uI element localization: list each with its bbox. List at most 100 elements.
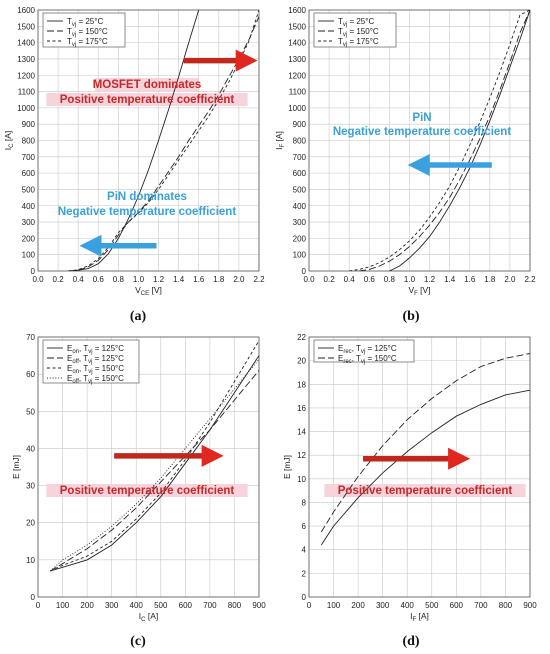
annotation-text: Negative temperature coefficient [333,126,511,138]
series-group [320,353,530,546]
x-axis-label: VCE [V] [135,285,162,297]
x-tick-label: 100 [56,601,70,610]
y-tick-label: 60 [26,370,35,379]
legend-box [42,12,126,48]
y-tick-label: 600 [22,169,36,178]
x-tick-label: 900 [252,601,266,610]
x-tick-label: 0.8 [113,275,125,284]
y-tick-label: 1200 [17,71,35,80]
y-tick-label: 200 [293,234,307,243]
annotation-text: Positive temperature coefficient [338,485,513,497]
y-tick-label: 10 [26,556,35,565]
x-tick-label: 0.4 [73,275,85,284]
legend-box [313,339,415,363]
y-tick-label: 1100 [18,88,36,97]
y-tick-label: 1300 [288,55,306,64]
x-tick-label: 2.0 [504,275,516,284]
y-tick-label: 20 [26,519,35,528]
y-tick-label: 6 [302,522,307,531]
y-tick-label: 30 [26,482,35,491]
plot-frame [37,336,260,598]
y-tick-label: 1100 [289,88,307,97]
x-tick-label: 400 [401,601,415,610]
legend-entry: Eon, Tvj = 125°C [67,344,124,355]
x-tick-label: 0.0 [303,275,315,284]
x-tick-label: 1.8 [213,275,225,284]
y-tick-label: 500 [22,185,36,194]
annotation-text: MOSFET dominates [93,79,202,91]
x-tick-label: 200 [351,601,365,610]
y-tick-label: 200 [22,234,36,243]
y-tick-label: 22 [297,333,306,342]
legend-entry: Erec, Tvj = 125°C [338,344,397,355]
y-tick-label: 600 [293,169,307,178]
x-tick-label: 700 [203,601,217,610]
plot-frame [37,9,260,272]
series-group [68,10,259,271]
series-line-1 [389,10,530,271]
series-line-2 [68,16,259,271]
legend-entry: Erec, Tvj = 150°C [338,354,397,365]
legend-entry: Tvj = 25°C [338,17,374,28]
x-tick-label: 1.4 [173,275,185,284]
series-line-2 [359,10,530,271]
x-tick-label: 0 [307,601,312,610]
y-tick-label: 1500 [17,22,35,31]
y-tick-label: 900 [293,120,307,129]
x-tick-label: 2.2 [253,275,265,284]
y-tick-label: 900 [22,120,36,129]
y-tick-label: 800 [22,137,36,146]
x-axis-label: IC [A] [139,611,158,623]
x-tick-label: 0.4 [344,275,356,284]
y-tick-label: 1300 [17,55,35,64]
y-axis-label: E [mJ] [282,455,292,479]
x-tick-label: 0.8 [384,275,396,284]
annotation-highlight [95,78,199,91]
y-tick-label: 0 [31,593,36,602]
grid [37,9,260,272]
y-tick-label: 0 [302,593,307,602]
y-tick-label: 400 [22,202,36,211]
y-tick-label: 2 [302,569,307,578]
y-tick-label: 1000 [288,104,306,113]
y-tick-label: 16 [297,404,306,413]
panel-label: (c) [130,634,146,649]
legend-entry: Tvj = 25°C [67,17,103,28]
x-tick-label: 1.8 [484,275,496,284]
y-tick-label: 1600 [17,6,35,15]
x-tick-label: 500 [154,601,168,610]
chart-panel-c: 0 100 200 300 400 500 600 700 800 900 0 10 20 30 40 50 6… [11,333,266,649]
y-tick-label: 20 [297,357,306,366]
x-tick-label: 100 [327,601,341,610]
x-tick-label: 200 [80,601,94,610]
plot-frame [308,336,531,598]
legend-entry: Tvj = 150°C [338,27,379,38]
y-tick-label: 0 [31,267,36,276]
legend-entry: Tvj = 175°C [338,37,379,48]
y-tick-label: 700 [293,153,307,162]
legend-entry: Eoff, Tvj = 150°C [67,374,124,385]
y-tick-label: 300 [22,218,36,227]
legend-box [42,339,140,384]
y-tick-label: 1400 [288,39,306,48]
x-tick-label: 1.2 [424,275,436,284]
x-tick-label: 600 [179,601,193,610]
series-line-2 [320,353,530,533]
x-tick-label: 1.4 [444,275,456,284]
annotation-text: Positive temperature coefficient [60,485,235,497]
legend-entry: Tvj = 175°C [67,37,108,48]
x-tick-label: 1.0 [404,275,416,284]
y-tick-label: 10 [297,475,306,484]
y-tick-label: 18 [297,380,306,389]
chart-panel-d: 0 100 200 300 400 500 600 700 800 900 0 2 4 6 8 10 12 14 1… [282,333,537,649]
y-tick-label: 8 [302,498,307,507]
y-tick-label: 14 [297,428,306,437]
y-tick-label: 700 [22,153,36,162]
x-tick-label: 300 [376,601,390,610]
series-line-1 [73,10,200,271]
y-tick-label: 1500 [288,22,306,31]
annotation-text: Negative temperature coefficient [58,206,236,218]
